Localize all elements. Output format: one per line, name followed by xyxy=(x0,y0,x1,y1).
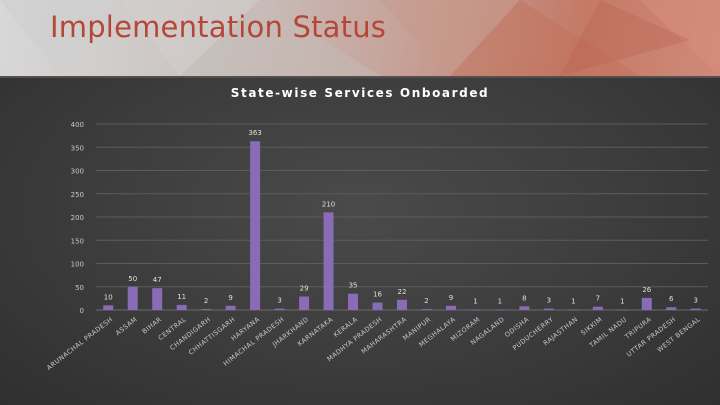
y-tick-label: 250 xyxy=(71,191,84,199)
data-label: 22 xyxy=(398,288,407,296)
bar xyxy=(103,305,114,310)
bar xyxy=(690,308,701,310)
bar xyxy=(617,309,628,311)
data-label: 8 xyxy=(522,294,526,302)
bar xyxy=(568,309,579,311)
y-tick-label: 50 xyxy=(75,284,84,292)
data-label: 35 xyxy=(349,282,358,290)
decorative-polygons xyxy=(0,0,720,76)
data-label: 9 xyxy=(228,294,232,302)
bar xyxy=(127,286,138,310)
data-label: 3 xyxy=(694,297,698,305)
bar xyxy=(274,308,285,310)
data-label: 1 xyxy=(571,298,575,306)
data-label: 7 xyxy=(596,295,600,303)
chart-title: State-wise Services Onboarded xyxy=(230,86,490,100)
data-label: 10 xyxy=(104,293,113,301)
bar xyxy=(641,297,652,310)
data-label: 47 xyxy=(153,276,162,284)
data-label: 26 xyxy=(642,286,651,294)
y-tick-label: 200 xyxy=(71,214,84,222)
bar xyxy=(421,309,432,310)
data-label: 1 xyxy=(498,298,502,306)
data-label: 210 xyxy=(322,200,335,208)
data-label: 1 xyxy=(620,298,624,306)
bar xyxy=(152,288,163,310)
data-label: 3 xyxy=(547,297,551,305)
data-label: 6 xyxy=(669,295,674,303)
y-tick-label: 400 xyxy=(71,121,84,129)
bar xyxy=(592,306,603,310)
data-label: 2 xyxy=(424,297,428,305)
bar xyxy=(666,307,677,310)
bar xyxy=(201,309,212,310)
y-tick-label: 350 xyxy=(71,144,84,152)
data-label: 50 xyxy=(128,275,137,283)
bar xyxy=(470,309,481,311)
data-label: 29 xyxy=(300,285,309,293)
bar xyxy=(372,302,383,310)
data-label: 16 xyxy=(373,291,382,299)
y-tick-label: 150 xyxy=(71,237,84,245)
bar xyxy=(176,304,187,310)
chart-area xyxy=(0,78,720,405)
bar xyxy=(543,308,554,310)
bar xyxy=(397,299,407,310)
data-label: 2 xyxy=(204,297,208,305)
bar xyxy=(445,305,456,310)
title-banner: Implementation Status xyxy=(0,0,720,76)
bar xyxy=(519,306,530,310)
data-label: 9 xyxy=(449,294,453,302)
bar xyxy=(250,141,261,310)
y-tick-label: 0 xyxy=(80,307,84,315)
bar xyxy=(348,293,359,310)
y-tick-label: 100 xyxy=(71,261,84,269)
bar xyxy=(323,212,334,310)
data-label: 363 xyxy=(248,129,261,137)
y-tick-label: 300 xyxy=(71,168,84,176)
x-tick-label: ASSAM xyxy=(114,315,139,337)
bar xyxy=(299,296,310,310)
x-tick-label: ARUNACHAL PRADESH xyxy=(45,315,114,372)
slide-title: Implementation Status xyxy=(50,10,387,44)
data-label: 1 xyxy=(473,298,477,306)
x-tick-label: WEST BENGAL xyxy=(656,315,702,354)
bar xyxy=(494,309,505,311)
data-label: 11 xyxy=(177,293,186,301)
data-label: 3 xyxy=(277,297,281,305)
bar xyxy=(225,305,236,310)
